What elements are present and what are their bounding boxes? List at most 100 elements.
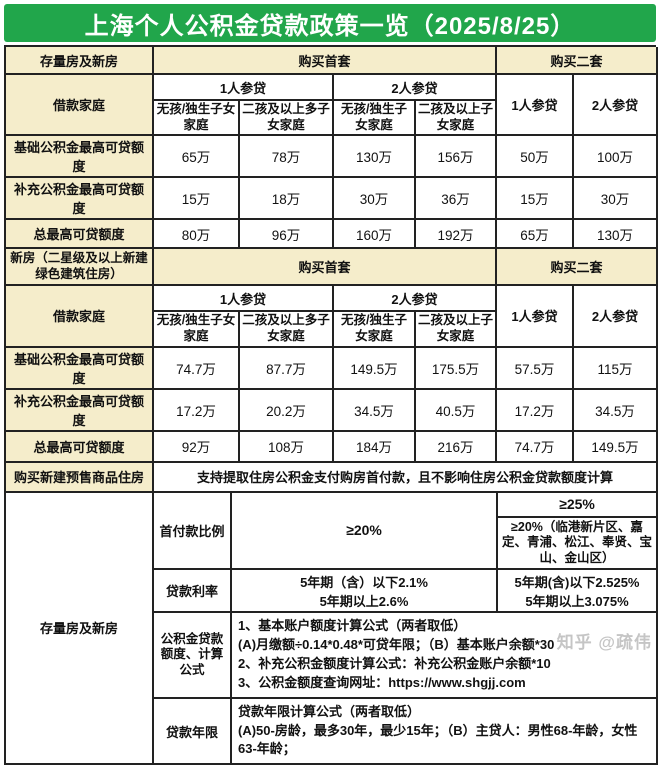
family-col-header: 二孩及以上多子女家庭 [240, 312, 334, 348]
value-cell: 100万 [574, 136, 659, 179]
value-cell: 36万 [416, 178, 498, 221]
page-title: 上海个人公积金贷款政策一览（2025/8/25） [4, 4, 656, 42]
value-cell: 15万 [154, 178, 240, 221]
table-row: 购买新建预售商品住房 支持提取住房公积金支付购房首付款，且不影响住房公积金贷款额… [6, 462, 659, 493]
table-row: 基础公积金最高可贷额度 65万 78万 130万 156万 50万 100万 [6, 136, 659, 179]
rate-line: 5年期以上2.6% [319, 593, 409, 609]
value-cell: 15万 [497, 178, 575, 221]
table-row: 基础公积金最高可贷额度 74.7万 87.7万 149.5万 175.5万 57… [6, 347, 659, 390]
value-cell: 87.7万 [240, 347, 334, 390]
term-line: 贷款年限计算公式（两者取低） [238, 703, 421, 719]
term-line: (A)50-房龄，最多30年，最少15年；（B）主贷人：男性68-年龄，女性63… [238, 722, 638, 757]
second-one-person-header: 1人参贷 [497, 286, 575, 348]
row-label-cell: 总最高可贷额度 [6, 431, 154, 463]
loan-term-label: 贷款年限 [154, 698, 232, 766]
loan-rate-label: 贷款利率 [154, 570, 232, 614]
loan-quota-formula-label: 公积金贷款额度、计算公式 [154, 613, 232, 699]
value-cell: 18万 [240, 178, 334, 221]
section-terms-and-rates: 存量房及新房 首付款比例 ≥20% ≥25% ≥20%（临港新片区、嘉定、青浦、… [6, 492, 658, 766]
row-label-cell: 基础公积金最高可贷额度 [6, 347, 154, 390]
value-cell: 50万 [497, 136, 575, 179]
two-person-header: 2人参贷 [334, 286, 498, 313]
family-col-header: 无孩/独生子女家庭 [334, 312, 416, 348]
gjj-website-link[interactable]: https://www.shgjj.com [388, 674, 526, 690]
row-label-cell: 总最高可贷额度 [6, 220, 154, 250]
family-col-header: 二孩及以上子女家庭 [416, 312, 498, 348]
value-cell: 192万 [416, 220, 498, 250]
value-cell: 34.5万 [574, 389, 659, 432]
loan-term-text: 贷款年限计算公式（两者取低） (A)50-房龄，最多30年，最少15年；（B）主… [232, 698, 658, 766]
value-cell: 20.2万 [240, 389, 334, 432]
formula-line: 1、基本账户额度计算公式（两者取低） [238, 618, 467, 634]
family-col-header: 二孩及以上子女家庭 [416, 101, 498, 137]
rate-line: 5年期(含)以下2.525% [514, 574, 640, 590]
value-cell: 74.7万 [497, 431, 575, 463]
table-row: 总最高可贷额度 92万 108万 184万 216万 74.7万 149.5万 [6, 431, 659, 463]
second-home-header: 购买二套 [497, 249, 659, 287]
value-cell: 92万 [154, 431, 240, 463]
loan-rate-first-home: 5年期（含）以下2.1% 5年期以上2.6% [232, 570, 498, 614]
value-cell: 17.2万 [154, 389, 240, 432]
second-one-person-header: 1人参贷 [497, 75, 575, 137]
rate-line: 5年期（含）以下2.1% [300, 574, 428, 590]
value-cell: 96万 [240, 220, 334, 250]
policy-table: 存量房及新房 购买首套 购买二套 借款家庭 1人参贷 2人参贷 1人参贷 2人参… [4, 45, 659, 766]
second-two-person-header: 2人参贷 [574, 286, 659, 348]
value-cell: 175.5万 [416, 347, 498, 390]
value-cell: 17.2万 [497, 389, 575, 432]
value-cell: 130万 [574, 220, 659, 250]
loan-quota-formula-text: 1、基本账户额度计算公式（两者取低） (A)月缴额÷0.14*0.48*可贷年限… [232, 613, 658, 699]
down-payment-second-home-general: ≥25% [498, 492, 658, 518]
down-payment-first-home: ≥20% [232, 492, 498, 571]
value-cell: 30万 [334, 178, 416, 221]
value-cell: 216万 [416, 431, 498, 463]
presale-row-label: 购买新建预售商品住房 [6, 462, 154, 493]
value-cell: 80万 [154, 220, 240, 250]
value-cell: 78万 [240, 136, 334, 179]
value-cell: 40.5万 [416, 389, 498, 432]
family-col-header: 二孩及以上多子女家庭 [240, 101, 334, 137]
borrower-family-label: 借款家庭 [6, 286, 154, 348]
second-home-header: 购买二套 [497, 47, 659, 75]
family-col-header: 无孩/独生子女家庭 [334, 101, 416, 137]
value-cell: 184万 [334, 431, 416, 463]
value-cell: 149.5万 [334, 347, 416, 390]
family-col-header: 无孩/独生子女家庭 [154, 312, 240, 348]
first-home-header: 购买首套 [154, 47, 498, 75]
rate-line: 5年期以上3.075% [525, 593, 629, 609]
formula-line: (A)月缴额÷0.14*0.48*可贷年限；（B）基本账户余额*30 [238, 637, 555, 653]
second-two-person-header: 2人参贷 [574, 75, 659, 137]
value-cell: 34.5万 [334, 389, 416, 432]
one-person-header: 1人参贷 [154, 286, 334, 313]
formula-url-prefix: 3、公积金额度查询网址： [238, 674, 389, 690]
section1-row-label: 存量房及新房 [6, 47, 154, 75]
down-payment-second-home-districts: ≥20%（临港新片区、嘉定、青浦、松江、奉贤、宝山、金山区） [498, 517, 658, 571]
formula-line: 3、公积金额度查询网址：https://www.shgjj.com [238, 674, 650, 693]
value-cell: 65万 [154, 136, 240, 179]
presale-policy-text: 支持提取住房公积金支付购房首付款，且不影响住房公积金贷款额度计算 [154, 462, 659, 493]
row-label-cell: 补充公积金最高可贷额度 [6, 389, 154, 432]
value-cell: 74.7万 [154, 347, 240, 390]
down-payment-label: 首付款比例 [154, 492, 232, 571]
table-row: 总最高可贷额度 80万 96万 160万 192万 65万 130万 [6, 220, 659, 250]
loan-rate-second-home: 5年期(含)以下2.525% 5年期以上3.075% [498, 570, 658, 614]
table-row: 补充公积金最高可贷额度 17.2万 20.2万 34.5万 40.5万 17.2… [6, 389, 659, 432]
value-cell: 108万 [240, 431, 334, 463]
value-cell: 57.5万 [497, 347, 575, 390]
table-row: 补充公积金最高可贷额度 15万 18万 30万 36万 15万 30万 [6, 178, 659, 221]
value-cell: 160万 [334, 220, 416, 250]
one-person-header: 1人参贷 [154, 75, 334, 101]
two-person-header: 2人参贷 [334, 75, 498, 101]
section2-row-label: 新房（二星级及以上新建绿色建筑住房） [6, 249, 154, 287]
value-cell: 130万 [334, 136, 416, 179]
row-label-cell: 补充公积金最高可贷额度 [6, 178, 154, 221]
section3-row-label: 存量房及新房 [6, 492, 154, 766]
value-cell: 115万 [574, 347, 659, 390]
row-label-cell: 基础公积金最高可贷额度 [6, 136, 154, 179]
section-stock-and-new: 存量房及新房 购买首套 购买二套 借款家庭 1人参贷 2人参贷 1人参贷 2人参… [6, 47, 659, 250]
family-col-header: 无孩/独生子女家庭 [154, 101, 240, 137]
borrower-family-label: 借款家庭 [6, 75, 154, 137]
section-new-green-housing: 新房（二星级及以上新建绿色建筑住房） 购买首套 购买二套 借款家庭 1人参贷 2… [6, 249, 659, 493]
formula-line: 2、补充公积金额度计算公式：补充公积金账户余额*10 [238, 656, 551, 672]
value-cell: 156万 [416, 136, 498, 179]
